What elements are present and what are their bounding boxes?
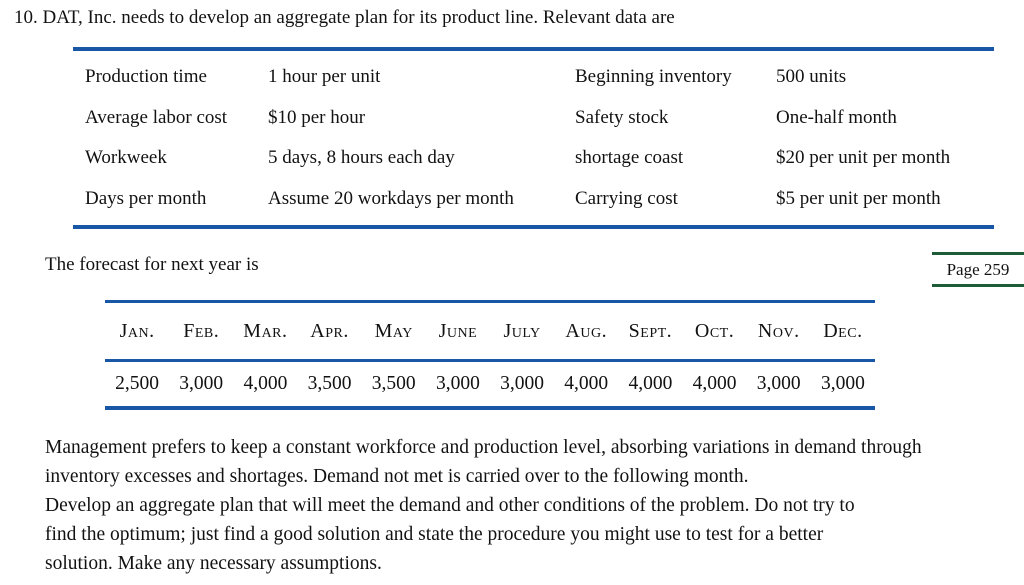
month-header: Aug. — [565, 319, 608, 342]
month-header: Jan. — [119, 319, 155, 342]
forecast-value: 3,500 — [371, 373, 416, 394]
relevant-data-table: Production time 1 hour per unit Beginnin… — [73, 47, 994, 229]
row-label: Safety stock — [575, 106, 669, 128]
paragraph-line: Develop an aggregate plan that will meet… — [45, 495, 855, 516]
month-header: Nov. — [757, 319, 800, 342]
row-value: $20 per unit per month — [776, 147, 951, 169]
month-header: July — [503, 319, 541, 342]
forecast-value: 3,000 — [500, 373, 544, 394]
row-label: Days per month — [85, 187, 207, 209]
row-label: Production time — [85, 66, 207, 88]
forecast-value: 3,000 — [179, 373, 224, 394]
month-header: Oct. — [694, 319, 735, 342]
forecast-value: 3,000 — [756, 373, 801, 394]
row-value: $10 per hour — [268, 106, 366, 128]
paragraph-management-policy: Management prefers to keep a constant wo… — [45, 433, 995, 491]
row-label: Carrying cost — [575, 187, 678, 209]
forecast-values-row: 2,500 3,000 4,000 3,500 3,500 3,000 3,00… — [105, 362, 875, 406]
row-value: 1 hour per unit — [268, 66, 381, 88]
row-label: Beginning inventory — [575, 66, 732, 88]
row-label: Average labor cost — [85, 106, 228, 128]
row-value: 5 days, 8 hours each day — [268, 147, 455, 169]
paragraph-task-instructions: Develop an aggregate plan that will meet… — [45, 491, 995, 578]
problem-heading: 10. DAT, Inc. needs to develop an aggreg… — [14, 7, 675, 28]
month-header: Feb. — [183, 319, 220, 342]
row-value: One-half month — [776, 106, 897, 128]
forecast-value: 3,500 — [307, 373, 352, 394]
row-value: $5 per unit per month — [776, 187, 941, 209]
row-value: Assume 20 workdays per month — [268, 187, 514, 209]
forecast-value: 3,000 — [435, 373, 480, 394]
paragraph-line: Management prefers to keep a constant wo… — [45, 437, 922, 458]
forecast-table: Jan. Feb. Mar. Apr. May June July Aug. S… — [105, 300, 875, 410]
forecast-intro-text: The forecast for next year is — [45, 254, 259, 275]
forecast-value: 2,500 — [115, 373, 160, 394]
month-header: Mar. — [243, 319, 288, 342]
row-label: shortage coast — [575, 147, 684, 169]
month-header: Apr. — [310, 319, 349, 342]
month-header: June — [438, 319, 478, 342]
month-header: Dec. — [823, 319, 863, 342]
paragraph-line: inventory excesses and shortages. Demand… — [45, 466, 749, 487]
paragraph-line: solution. Make any necessary assumptions… — [45, 553, 382, 574]
forecast-value: 4,000 — [628, 373, 673, 394]
row-label: Workweek — [85, 147, 167, 169]
month-header: Sept. — [628, 319, 673, 342]
month-header: May — [374, 319, 413, 342]
forecast-value: 3,000 — [820, 373, 865, 394]
forecast-value: 4,000 — [243, 373, 288, 394]
forecast-value: 4,000 — [564, 373, 609, 394]
forecast-months-row: Jan. Feb. Mar. Apr. May June July Aug. S… — [105, 303, 875, 362]
page-number-label: Page 259 — [946, 259, 1010, 279]
body-paragraphs: Management prefers to keep a constant wo… — [45, 433, 995, 578]
forecast-value: 4,000 — [692, 373, 737, 394]
row-value: 500 units — [776, 66, 847, 88]
paragraph-line: find the optimum; just find a good solut… — [45, 524, 824, 545]
page-number-marker: Page 259 — [932, 252, 1024, 287]
